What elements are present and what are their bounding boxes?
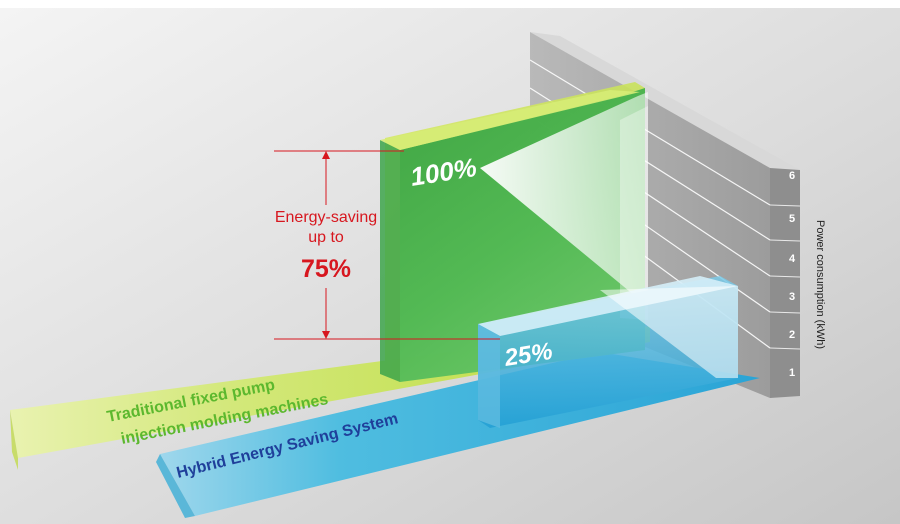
y-ticks: 1 2 3 4 5 6 xyxy=(789,170,796,379)
annotation-line-1: Energy-saving xyxy=(275,209,377,226)
y-axis-label: Power consumption (kWh) xyxy=(814,220,826,349)
saving-annotation: Energy-saving up to 75% xyxy=(274,150,500,340)
y-tick: 2 xyxy=(789,329,795,341)
y-tick: 6 xyxy=(789,170,795,182)
y-tick: 1 xyxy=(789,367,795,379)
y-tick: 5 xyxy=(789,213,795,225)
annotation-value: 75% xyxy=(301,255,351,283)
y-tick: 4 xyxy=(789,253,796,265)
bar-hybrid xyxy=(478,276,738,428)
y-tick: 3 xyxy=(789,291,795,303)
annotation-line-2: up to xyxy=(308,229,344,246)
